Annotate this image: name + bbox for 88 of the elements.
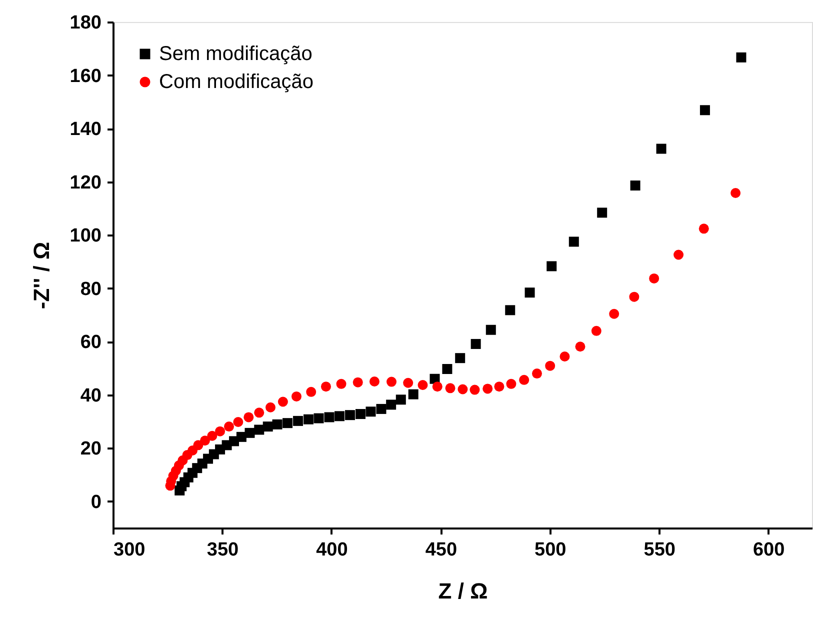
x-tick-label: 400: [316, 540, 348, 560]
point: [244, 428, 255, 438]
point: [591, 326, 602, 336]
point: [376, 404, 386, 414]
point: [482, 384, 493, 394]
point: [366, 406, 376, 417]
point: [506, 378, 516, 389]
point: [470, 384, 480, 395]
point: [345, 410, 356, 420]
point: [386, 400, 396, 410]
point: [403, 378, 414, 388]
x-tick-label: 350: [206, 540, 239, 560]
point: [656, 144, 666, 154]
point: [336, 378, 346, 389]
point: [546, 261, 557, 272]
point: [568, 236, 579, 247]
point: [470, 338, 481, 349]
point: [408, 389, 418, 400]
point: [505, 305, 516, 316]
point: [272, 419, 282, 430]
point: [442, 364, 452, 374]
x-axis-title: Z / Ω: [438, 578, 488, 604]
point: [432, 382, 442, 392]
point: [629, 292, 640, 302]
point: [293, 416, 304, 426]
point: [700, 105, 710, 116]
y-axis-title: -Z'' / Ω: [28, 242, 54, 310]
y-tick-label: 80: [80, 278, 102, 300]
point: [324, 412, 334, 422]
x-tick-label: 450: [425, 540, 458, 560]
point: [396, 394, 406, 405]
point: [369, 376, 380, 387]
point: [215, 426, 226, 436]
point: [334, 411, 345, 422]
point: [609, 308, 620, 319]
point: [233, 417, 244, 427]
point: [265, 402, 276, 412]
point: [486, 324, 496, 335]
point: [314, 413, 324, 424]
point: [254, 424, 264, 435]
x-tick-label: 600: [752, 540, 785, 560]
y-tick-label: 40: [80, 385, 102, 406]
point: [352, 377, 363, 388]
point: [320, 382, 331, 392]
legend-label: Com modificação: [159, 71, 314, 93]
point: [649, 273, 660, 284]
point: [207, 430, 218, 441]
point: [458, 384, 468, 394]
point: [545, 360, 556, 371]
point: [282, 418, 293, 428]
point: [445, 383, 456, 394]
x-tick-label: 300: [114, 540, 146, 560]
point: [730, 188, 741, 198]
point: [597, 208, 608, 218]
point: [736, 52, 746, 62]
point: [630, 180, 640, 191]
point: [304, 414, 314, 424]
y-tick-label: 140: [70, 119, 102, 140]
point: [200, 436, 210, 446]
point: [698, 224, 709, 234]
point: [278, 396, 288, 407]
point: [355, 409, 366, 420]
y-tick-label: 160: [70, 66, 102, 87]
point: [224, 422, 234, 432]
point: [575, 342, 586, 352]
y-tick-label: 20: [80, 438, 102, 460]
x-tick-label: 550: [644, 540, 676, 560]
y-tick-label: 100: [70, 226, 102, 247]
point: [262, 422, 273, 432]
y-tick-label: 120: [70, 172, 102, 194]
y-tick-label: 180: [70, 12, 102, 34]
y-tick-label: 0: [90, 492, 102, 513]
legend-label: Sem modificação: [159, 43, 312, 65]
point: [455, 353, 466, 364]
y-tick-label: 60: [80, 332, 102, 354]
point: [254, 408, 264, 418]
point: [532, 368, 542, 379]
point: [386, 376, 397, 387]
point: [244, 412, 254, 422]
point: [524, 288, 535, 298]
point: [418, 380, 428, 390]
point: [560, 352, 570, 362]
point: [494, 382, 504, 392]
point: [674, 250, 684, 260]
point: [306, 386, 316, 397]
point: [291, 391, 302, 402]
point: [519, 374, 530, 385]
x-tick-label: 500: [534, 540, 566, 560]
